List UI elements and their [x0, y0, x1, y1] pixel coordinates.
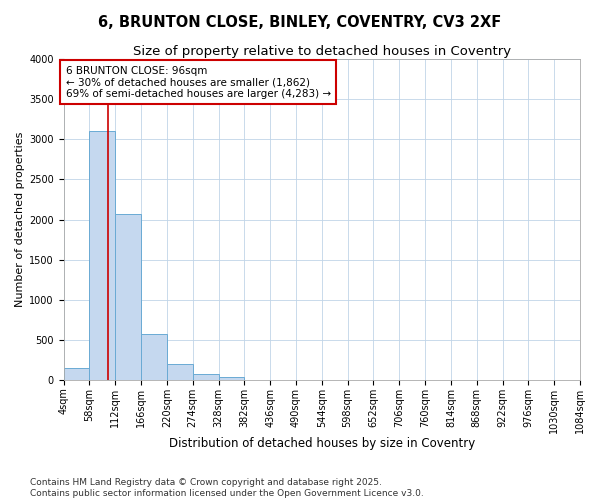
Bar	[89, 132, 115, 380]
Y-axis label: Number of detached properties: Number of detached properties	[15, 132, 25, 307]
Bar	[167, 364, 193, 380]
Text: 6 BRUNTON CLOSE: 96sqm
← 30% of detached houses are smaller (1,862)
69% of semi-: 6 BRUNTON CLOSE: 96sqm ← 30% of detached…	[65, 66, 331, 99]
Title: Size of property relative to detached houses in Coventry: Size of property relative to detached ho…	[133, 45, 511, 58]
Bar	[64, 368, 89, 380]
Bar	[218, 376, 244, 380]
Bar	[115, 214, 141, 380]
Text: Contains HM Land Registry data © Crown copyright and database right 2025.
Contai: Contains HM Land Registry data © Crown c…	[30, 478, 424, 498]
Bar	[193, 374, 218, 380]
Bar	[141, 334, 167, 380]
Text: 6, BRUNTON CLOSE, BINLEY, COVENTRY, CV3 2XF: 6, BRUNTON CLOSE, BINLEY, COVENTRY, CV3 …	[98, 15, 502, 30]
X-axis label: Distribution of detached houses by size in Coventry: Distribution of detached houses by size …	[169, 437, 475, 450]
